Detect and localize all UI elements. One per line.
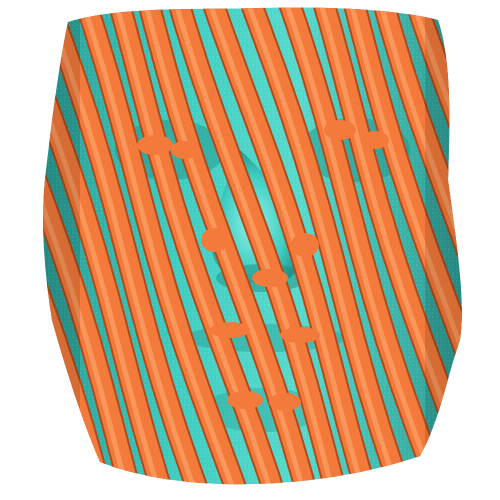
- stripe-highlight: [237, 7, 411, 485]
- stripe: [484, 0, 500, 500]
- bulge: [210, 322, 250, 338]
- stripe: [43, 7, 219, 485]
- stripe-highlight: [43, 7, 138, 485]
- stripe-shadow: [0, 0, 6, 500]
- stripe: [68, 7, 257, 485]
- stripe-highlight: [403, 7, 462, 485]
- stripe-highlight: [43, 7, 209, 485]
- bulge: [361, 131, 389, 149]
- stripe: [43, 7, 54, 485]
- stripe: [233, 7, 421, 485]
- stripe-highlight: [0, 0, 3, 500]
- relief-bulges: [137, 120, 389, 411]
- stripe-highlight: [481, 0, 500, 500]
- stripe-shadow: [484, 0, 500, 500]
- stripe: [43, 7, 148, 485]
- bulge: [201, 228, 229, 252]
- stripe: [103, 7, 293, 485]
- stripe: [0, 0, 6, 500]
- bulge: [269, 393, 301, 411]
- bulge: [171, 141, 199, 159]
- bulge: [252, 269, 288, 287]
- bulge: [280, 327, 320, 343]
- bulge: [324, 120, 356, 140]
- stripe: [338, 7, 462, 485]
- stripe: [43, 7, 181, 485]
- stripe-highlight: [43, 7, 44, 485]
- stripe-highlight: [166, 7, 343, 485]
- stripe-highlight: [371, 7, 462, 485]
- bulge: [291, 233, 319, 257]
- stripe: [133, 7, 324, 485]
- stripe-highlight: [43, 7, 171, 485]
- bulge: [227, 391, 263, 409]
- bulge: [137, 135, 173, 155]
- left-edge-shade: [43, 7, 80, 485]
- stripe: [271, 7, 460, 485]
- stripe-highlight: [342, 7, 462, 485]
- stripe-highlight: [275, 7, 450, 485]
- stripe: [399, 7, 462, 485]
- stripe-highlight: [72, 7, 247, 485]
- right-edge-shade: [425, 7, 462, 485]
- stripe: [367, 7, 462, 485]
- stripe: [162, 7, 353, 485]
- stripe-shadow: [43, 7, 56, 485]
- stripe-highlight: [107, 7, 283, 485]
